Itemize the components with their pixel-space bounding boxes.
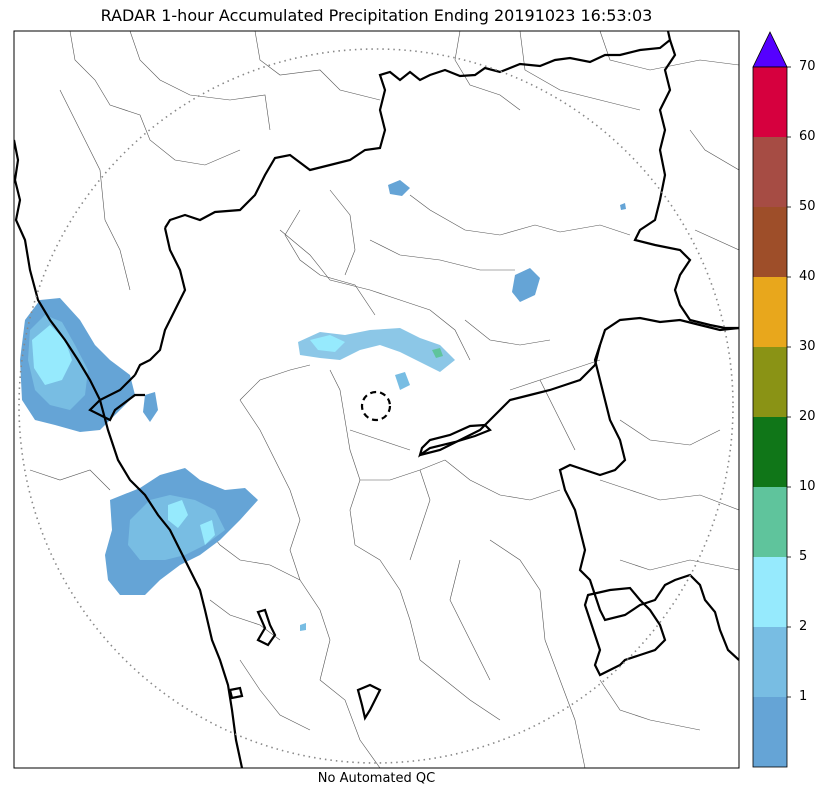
colorbar-tick-label: 60 bbox=[799, 129, 816, 144]
precip-scattered-cells bbox=[298, 180, 626, 631]
precip-cell-southwest bbox=[105, 468, 258, 595]
colorbar-tick-label: 20 bbox=[799, 409, 816, 424]
colorbar-tick-label: 10 bbox=[799, 479, 816, 494]
colorbar-bin bbox=[753, 277, 787, 347]
radar-site-marker bbox=[360, 390, 392, 422]
colorbar-bin bbox=[753, 417, 787, 487]
colorbar-bin bbox=[753, 207, 787, 277]
colorbar-tick-label: 70 bbox=[799, 59, 816, 74]
colorbar-tick-label: 5 bbox=[799, 549, 808, 564]
colorbar-tick-label: 40 bbox=[799, 269, 816, 284]
map-frame bbox=[13, 30, 740, 769]
colorbar-extend-arrow bbox=[752, 31, 788, 68]
colorbar-bin bbox=[753, 697, 787, 767]
district-boundaries bbox=[29, 31, 739, 768]
range-ring bbox=[18, 48, 734, 764]
colorbar-bin bbox=[753, 137, 787, 207]
colorbar-bin bbox=[753, 627, 787, 697]
colorbar bbox=[752, 31, 791, 768]
colorbar-frame bbox=[752, 66, 788, 768]
map-title: RADAR 1-hour Accumulated Precipitation E… bbox=[100, 6, 653, 25]
colorbar-tick-label: 30 bbox=[799, 339, 816, 354]
state-boundaries bbox=[14, 31, 739, 768]
colorbar-bin bbox=[753, 557, 787, 627]
precip-cell-west-coast bbox=[20, 298, 158, 432]
colorbar-bin bbox=[753, 67, 787, 137]
colorbar-tick-label: 2 bbox=[799, 619, 808, 634]
colorbar-bin bbox=[753, 487, 787, 557]
colorbar-tick-label: 1 bbox=[799, 689, 808, 704]
colorbar-tick-label: 50 bbox=[799, 199, 816, 214]
colorbar-bin bbox=[753, 347, 787, 417]
qc-note: No Automated QC bbox=[317, 771, 436, 786]
